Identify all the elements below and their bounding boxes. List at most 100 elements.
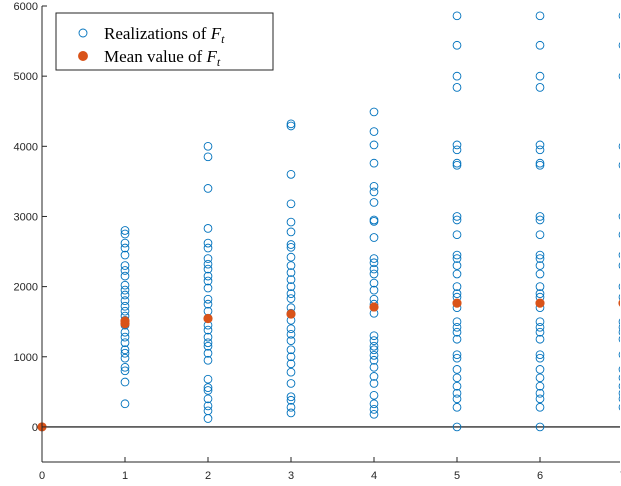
realization-point xyxy=(618,262,620,269)
realization-point xyxy=(535,322,545,332)
realization-point xyxy=(452,83,462,92)
realization-point xyxy=(286,359,296,369)
realization-point xyxy=(120,229,130,239)
y-tick-label: 2000 xyxy=(14,282,38,294)
realization-point xyxy=(120,353,130,363)
realization-point xyxy=(535,261,545,270)
x-tick-label: 6 xyxy=(537,470,543,482)
realization-point xyxy=(286,121,296,131)
realization-point xyxy=(286,240,296,249)
realization-point xyxy=(452,158,462,168)
realization-point xyxy=(203,383,213,392)
realization-point xyxy=(452,140,462,150)
realization-point xyxy=(369,181,379,191)
realization-point xyxy=(120,377,130,387)
realization-point xyxy=(535,381,545,391)
x-tick-label: 5 xyxy=(454,470,460,482)
realization-point xyxy=(452,215,462,225)
realization-point xyxy=(120,266,130,275)
realization-point xyxy=(203,374,213,384)
legend-realizations-sub: t xyxy=(221,32,225,46)
realization-point xyxy=(452,40,462,50)
legend-marker-realizations xyxy=(78,28,88,38)
realization-point xyxy=(535,350,545,360)
mean-point xyxy=(120,316,130,326)
realization-point xyxy=(369,399,379,409)
realization-point xyxy=(369,331,379,341)
plot-area xyxy=(37,11,620,432)
realization-point xyxy=(120,280,130,290)
realization-point xyxy=(618,366,620,373)
realization-point xyxy=(286,268,296,277)
realization-point xyxy=(120,301,130,311)
y-tick-label: 6000 xyxy=(14,1,38,13)
realization-point xyxy=(535,373,545,383)
realization-point xyxy=(452,282,462,291)
realization-point xyxy=(203,341,213,351)
realization-point xyxy=(535,160,545,170)
realization-point xyxy=(535,254,545,263)
realization-point xyxy=(369,233,379,242)
realization-point xyxy=(120,243,130,253)
realization-point xyxy=(203,238,213,248)
y-tick-label: 4000 xyxy=(14,141,38,153)
x-tick-label: 0 xyxy=(39,470,45,482)
realization-point xyxy=(369,140,379,150)
realization-point xyxy=(618,351,620,358)
realization-point xyxy=(535,289,545,298)
realization-point xyxy=(452,317,462,327)
realization-point xyxy=(286,217,296,227)
realization-point xyxy=(452,394,462,404)
realization-point xyxy=(203,348,213,358)
realization-point xyxy=(535,145,545,155)
realization-point xyxy=(203,355,213,365)
realization-point xyxy=(535,334,545,344)
mean-point xyxy=(535,298,545,308)
realization-point xyxy=(286,199,296,209)
realization-point xyxy=(369,285,379,295)
realization-point xyxy=(203,152,213,162)
realization-point xyxy=(286,261,296,270)
realization-point xyxy=(203,406,213,416)
realization-point xyxy=(203,254,213,263)
realization-point xyxy=(618,213,620,220)
realization-point xyxy=(286,402,296,412)
realization-point xyxy=(286,345,296,355)
realization-point xyxy=(452,388,462,398)
realization-point xyxy=(286,170,296,179)
realization-point xyxy=(203,325,213,335)
realization-point xyxy=(618,293,620,301)
realization-point xyxy=(203,276,213,286)
realization-point xyxy=(286,336,296,345)
realization-point xyxy=(286,282,296,291)
realization-point xyxy=(120,271,130,281)
realization-point xyxy=(618,251,620,259)
realization-point xyxy=(535,353,545,363)
realization-point xyxy=(618,383,620,390)
realization-point xyxy=(452,422,462,432)
realization-point xyxy=(286,392,296,402)
realization-point xyxy=(369,341,379,351)
realization-point xyxy=(618,73,620,80)
realization-point xyxy=(120,362,130,372)
realization-point xyxy=(535,11,545,21)
realization-point xyxy=(452,145,462,155)
realization-point xyxy=(618,283,620,290)
realization-point xyxy=(452,160,462,170)
realization-point xyxy=(452,334,462,344)
realization-point xyxy=(618,404,620,411)
mean-point xyxy=(203,313,213,324)
realization-point xyxy=(369,258,379,268)
realization-point xyxy=(120,338,130,348)
realization-point xyxy=(203,259,213,269)
realization-point xyxy=(286,329,296,339)
realization-point xyxy=(203,184,213,193)
legend-mean-prefix: Mean value of xyxy=(104,47,206,66)
realization-point xyxy=(452,327,462,337)
realization-point xyxy=(286,395,296,405)
realization-point xyxy=(452,289,462,298)
realization-point xyxy=(535,422,545,432)
realization-point xyxy=(120,306,130,316)
x-tick-label: 3 xyxy=(288,470,294,482)
x-tick-label: 1 xyxy=(122,470,128,482)
